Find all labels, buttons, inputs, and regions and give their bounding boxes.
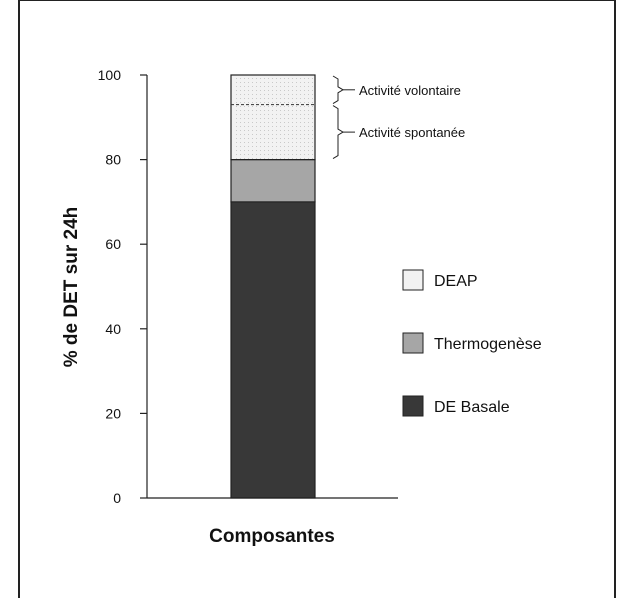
brace-spontaneous <box>332 105 344 160</box>
y-tick-label: 40 <box>105 321 121 337</box>
chart-frame <box>18 0 616 598</box>
bar-segment-thermogen-se <box>230 159 316 203</box>
y-tick-label: 80 <box>105 152 121 168</box>
x-axis-title: Composantes <box>209 526 335 547</box>
deap-annotations: Activité spontanée Activité volontaire <box>332 75 465 160</box>
legend-label-deap: DEAP <box>434 273 478 290</box>
plot-area <box>230 74 316 499</box>
legend-swatch-thermogen-se <box>402 332 424 354</box>
y-tick-label: 0 <box>113 490 121 506</box>
y-axis-ticks: 0 20 40 60 80 100 <box>98 67 147 506</box>
y-tick-label: 100 <box>98 67 122 83</box>
deap-segment-texture <box>236 78 313 159</box>
y-tick-label: 20 <box>105 405 121 421</box>
annotation-activite-spontanee: Activité spontanée <box>359 125 465 140</box>
legend: DEAP Thermogenèse DE Basale <box>402 269 542 417</box>
legend-swatch-de-basale <box>402 395 424 417</box>
y-axis-title: % de DET sur 24h <box>61 207 82 368</box>
y-tick-label: 60 <box>105 236 121 252</box>
annotation-activite-volontaire: Activité volontaire <box>359 83 461 98</box>
bar-segment-de-basale <box>230 201 316 499</box>
legend-label-de-basale: DE Basale <box>434 399 510 416</box>
legend-label-thermogen-se: Thermogenèse <box>434 336 542 353</box>
legend-swatch-deap <box>402 269 424 291</box>
bar-segment-deap <box>230 74 316 161</box>
brace-voluntary <box>332 75 344 105</box>
